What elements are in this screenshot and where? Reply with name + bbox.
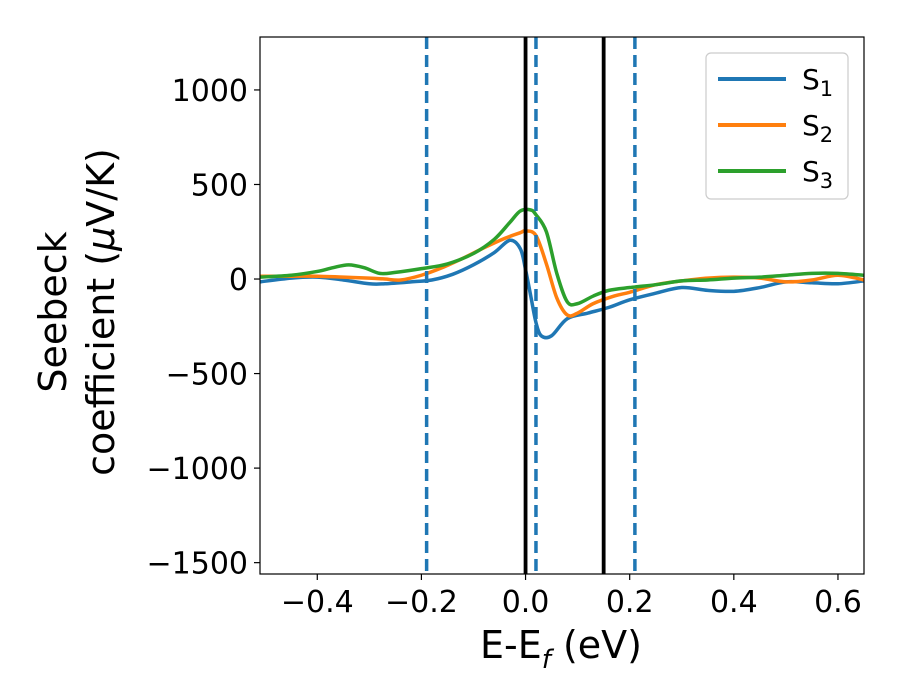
- y-axis-label-line2: coefficient (μV/K): [79, 148, 123, 476]
- legend-label-main: S: [802, 109, 820, 142]
- plot-area: [260, 37, 864, 574]
- y-axis-label-suffix: V/K): [79, 148, 123, 227]
- y-tick-label: −1000: [147, 452, 248, 487]
- legend-label-sub: 2: [820, 123, 833, 147]
- x-axis-label-unit: (eV): [551, 623, 642, 667]
- plot-content: [260, 37, 864, 574]
- legend-label-sub: 1: [820, 77, 833, 101]
- y-tick-label: 1000: [172, 74, 248, 109]
- y-axis-label: Seebeck coefficient (μV/K): [31, 148, 123, 476]
- y-tick-label: 0: [229, 263, 248, 298]
- series-line-s3: [260, 207, 864, 307]
- y-tick-label: −1500: [147, 547, 248, 582]
- y-tick-label: 500: [191, 168, 248, 203]
- x-tick-label: 0.0: [502, 585, 550, 620]
- legend-label-main: S: [802, 63, 820, 96]
- y-axis-label-prefix: coefficient (: [79, 251, 123, 476]
- plot-frame: [259, 36, 865, 575]
- x-axis-label: E-Ef (eV): [480, 623, 642, 675]
- axes: −0.4 −0.2 0.0 0.2 0.4 0.6 1000 500 0 −500 −1000 −15…: [147, 74, 862, 620]
- legend-label-s3: S3: [802, 155, 833, 193]
- legend-label-s2: S2: [802, 109, 833, 147]
- x-axis-label-main: E-E: [480, 623, 542, 667]
- legend-label-sub: 3: [820, 169, 833, 193]
- legend-label-main: S: [802, 155, 820, 188]
- y-axis-label-line1: Seebeck: [31, 231, 75, 392]
- x-tick-label: −0.4: [281, 585, 354, 620]
- x-tick-label: 0.6: [814, 585, 862, 620]
- y-axis-label-mu: μ: [79, 227, 123, 252]
- x-tick-label: 0.2: [606, 585, 654, 620]
- x-tick-label: 0.4: [710, 585, 758, 620]
- series-line-s1: [260, 238, 864, 340]
- series-line-s2: [260, 228, 864, 318]
- x-tick-label: −0.2: [385, 585, 458, 620]
- legend-label-s1: S1: [802, 63, 833, 101]
- y-tick-label: −500: [166, 358, 248, 393]
